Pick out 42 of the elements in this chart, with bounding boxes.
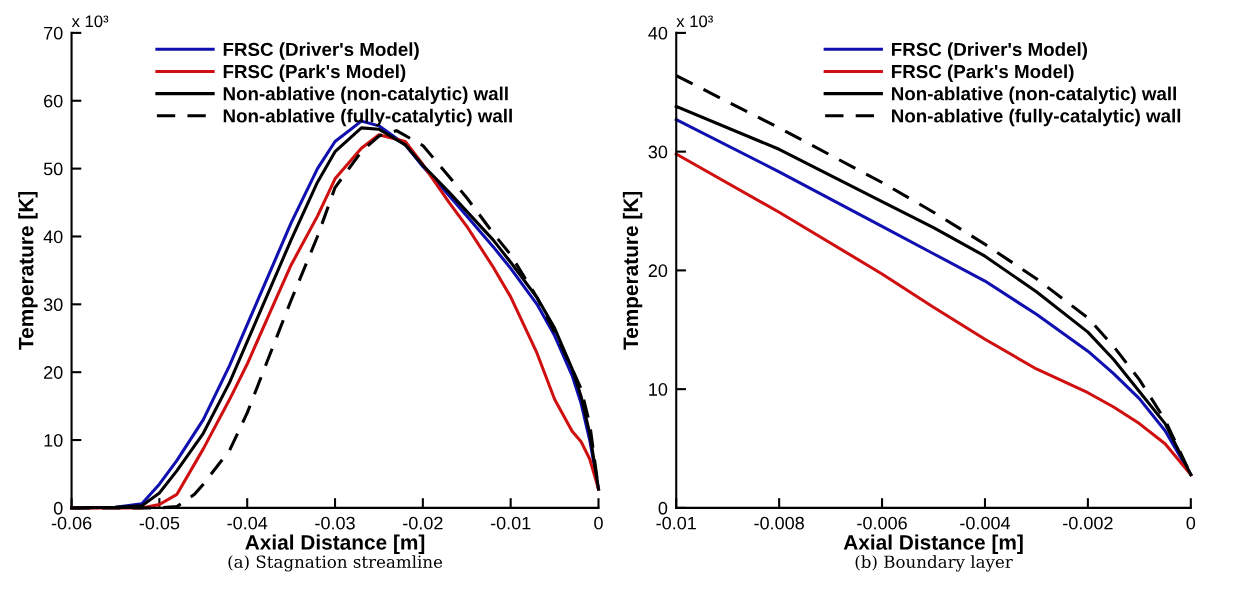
- y-tick-label: 20: [44, 366, 63, 379]
- x-tick-label: -0.01: [490, 516, 531, 530]
- y-tick-label: 50: [43, 162, 63, 176]
- legend-label: FRSC (Driver's Model): [892, 42, 1088, 60]
- text: (a) Stagnation streamline: [228, 555, 443, 572]
- legend-label: Non-ablative (non-catalytic) wall: [892, 86, 1176, 105]
- y-tick-label: 10: [44, 433, 63, 447]
- legend-label: Non-ablative (fully-catalytic) wall: [223, 108, 512, 127]
- legend-label: Non-ablative (fully-catalytic) wall: [892, 108, 1181, 127]
- x-tick-label: -0.01: [656, 516, 696, 530]
- x-axis-title: Axial Distance [m]: [245, 534, 425, 554]
- x-tick-label: -0.04: [227, 516, 268, 530]
- y-tick-label: 0: [658, 501, 668, 515]
- text: x 10³: [676, 15, 713, 28]
- x-tick-label: -0.008: [754, 516, 804, 530]
- legend-label: FRSC (Park's Model): [892, 64, 1074, 82]
- y-tick-label: 60: [44, 94, 63, 108]
- y-tick-label: 20: [648, 264, 668, 278]
- legend-label: FRSC (Park's Model): [223, 64, 406, 82]
- x-tick-label: 0: [1186, 516, 1196, 530]
- x-tick-label: -0.02: [403, 516, 443, 530]
- y-axis-title: Temperature [K]: [18, 191, 38, 350]
- text: x 10³: [71, 15, 109, 28]
- y-tick-label: 40: [43, 230, 63, 244]
- y-tick-label: 0: [53, 501, 63, 515]
- legend-label: Non-ablative (non-catalytic) wall: [223, 86, 508, 105]
- y-axis-title: Temperature [K]: [622, 191, 643, 350]
- x-tick-label: 0: [594, 516, 603, 530]
- y-tick-label: 70: [44, 26, 63, 40]
- x-axis-title: Axial Distance [m]: [843, 534, 1023, 554]
- text: (b) Boundary layer: [855, 555, 1013, 572]
- x-tick-label: -0.05: [139, 516, 180, 530]
- y-tick-label: 30: [43, 298, 63, 312]
- x-tick-label: -0.03: [315, 516, 355, 530]
- legend-label: FRSC (Driver's Model): [223, 42, 419, 60]
- y-tick-label: 30: [648, 145, 668, 159]
- x-tick-label: -0.06: [51, 516, 92, 530]
- y-tick-label: 40: [648, 26, 668, 40]
- y-tick-label: 10: [649, 383, 668, 396]
- x-tick-label: -0.006: [857, 516, 907, 530]
- x-tick-label: -0.002: [1063, 516, 1113, 530]
- x-tick-label: -0.004: [960, 516, 1011, 530]
